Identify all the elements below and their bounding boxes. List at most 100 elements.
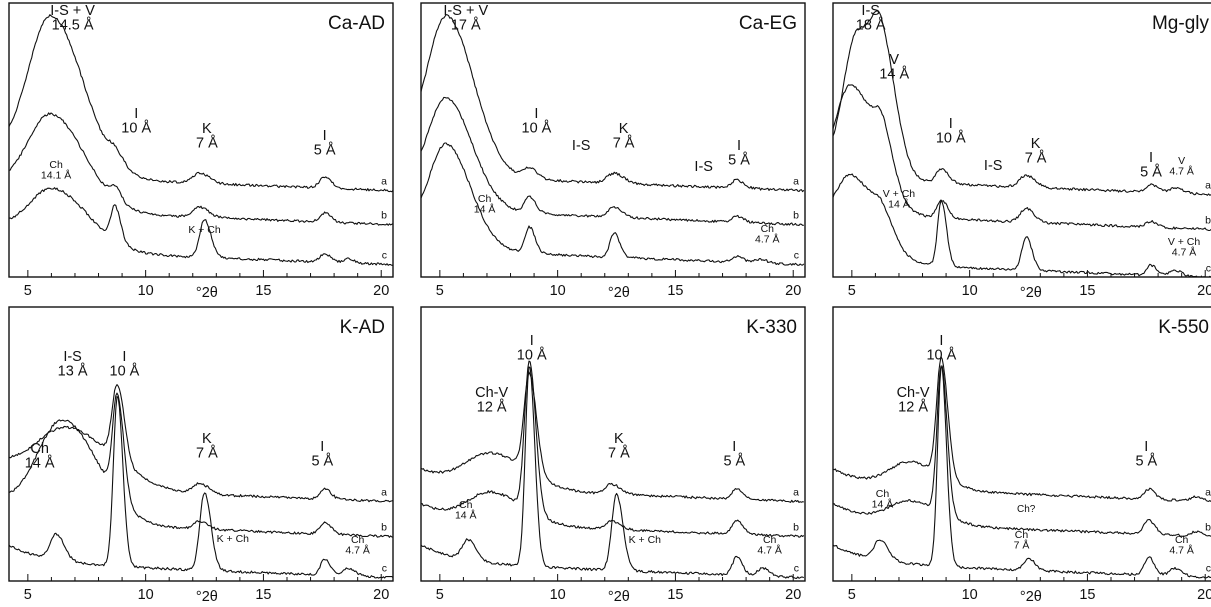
peak-annotation: Ch 4.7 Å	[755, 223, 780, 246]
panel-k-550: a b c 5 10 15 20 °2θ K-550 I 10 Å Ch-V 12 Å I 5 Å Ch 14 …	[832, 306, 1211, 605]
peak-annotation: Ch 14 Å	[872, 488, 894, 511]
series-label: c	[382, 250, 387, 262]
tick-label: 15	[255, 587, 271, 603]
panel-frame	[832, 2, 1211, 278]
panel-title: Ca-AD	[328, 13, 385, 34]
series-label: c	[382, 563, 387, 575]
peak-annotation: I 10 Å	[517, 333, 547, 364]
panel-frame	[8, 2, 394, 278]
peak-annotation: I-S 18 Å	[856, 3, 886, 34]
trace-b	[833, 84, 1211, 232]
x-axis-label: °2θ	[608, 285, 630, 301]
peak-annotation: K + Ch	[188, 224, 221, 236]
trace-a	[9, 14, 393, 193]
trace-a	[833, 356, 1211, 502]
trace-c	[421, 142, 805, 266]
tick-label: 5	[436, 283, 444, 299]
peak-annotation: Ch 14 Å	[455, 499, 477, 522]
peak-annotation: K + Ch	[217, 533, 250, 545]
tick-label: 10	[550, 587, 566, 603]
peak-annotation: I-S	[694, 159, 713, 175]
tick-label: 15	[255, 283, 271, 299]
tick-label: 15	[667, 587, 683, 603]
tick-label: 10	[962, 283, 978, 299]
x-axis-label: °2θ	[196, 285, 218, 301]
panel-frame	[420, 2, 806, 278]
tick-label: 10	[962, 587, 978, 603]
tick-label: 5	[24, 587, 32, 603]
trace-a	[9, 384, 393, 503]
series-label: a	[793, 487, 799, 499]
series-label: a	[793, 176, 799, 188]
peak-annotation: Ch 4.7 Å	[757, 534, 782, 557]
tick-label: 10	[550, 283, 566, 299]
tick-label: 10	[138, 283, 154, 299]
x-axis-label: °2θ	[196, 589, 218, 605]
panel-frame	[420, 306, 806, 582]
peak-annotation: Ch-V 12 Å	[897, 385, 930, 416]
peak-annotation: Ch 14 Å	[474, 193, 496, 216]
tick-label: 15	[1079, 587, 1095, 603]
peak-annotation: I-S	[984, 158, 1003, 174]
series-label: c	[1206, 263, 1211, 275]
tick-label: 20	[785, 283, 801, 299]
series-label: c	[1206, 563, 1211, 575]
series-label: b	[793, 210, 799, 222]
panel-title: K-550	[1158, 317, 1209, 338]
series-label: b	[1205, 522, 1211, 534]
series-label: b	[1205, 215, 1211, 227]
tick-label: 20	[1197, 587, 1211, 603]
trace-c	[833, 366, 1211, 579]
trace-c	[833, 173, 1211, 277]
peak-annotation: Ch-V 12 Å	[475, 385, 508, 416]
trace-a	[421, 371, 804, 503]
peak-annotation: Ch 4.7 Å	[1169, 534, 1194, 557]
tick-label: 10	[138, 587, 154, 603]
peak-annotation: Ch 14 Å	[25, 441, 55, 472]
trace-c	[9, 187, 393, 266]
series-label: c	[794, 563, 799, 575]
trace-b	[9, 392, 393, 538]
series-label: a	[381, 176, 387, 188]
peak-annotation: I-S + V 14.5 Å	[50, 3, 95, 34]
series-label: a	[1205, 487, 1211, 499]
peak-annotation: I 10 Å	[926, 333, 956, 364]
peak-annotation: Ch 14.1 Å	[41, 159, 71, 182]
trace-a	[833, 10, 1211, 196]
tick-label: 5	[848, 587, 856, 603]
peak-annotation: Ch 7 Å	[1014, 529, 1030, 552]
trace-b	[833, 365, 1211, 538]
tick-label: 15	[667, 283, 683, 299]
panel-mg-gly: a b c 5 10 15 20 °2θ Mg-gly I-S 18 Å V 14 Å I 10 Å I-S K…	[832, 2, 1211, 301]
series-label: b	[381, 522, 387, 534]
panel-title: Ca-EG	[739, 13, 797, 34]
peak-annotation: K + Ch	[629, 534, 662, 546]
tick-label: 20	[373, 283, 389, 299]
x-axis-label: °2θ	[608, 589, 630, 605]
peak-annotation: I 10 Å	[522, 106, 552, 137]
peak-annotation: Ch 4.7 Å	[345, 534, 370, 557]
tick-label: 5	[436, 587, 444, 603]
trace-b	[421, 96, 804, 226]
peak-annotation: I-S	[572, 138, 591, 154]
panel-ca-eg: a b c 5 10 15 20 °2θ Ca-EG I-S + V 17 Å I 10 Å I-S K 7 …	[420, 2, 806, 301]
peak-annotation: I 10 Å	[936, 116, 966, 147]
tick-label: 5	[848, 283, 856, 299]
panel-k-ad: a b c 5 10 15 20 °2θ K-AD I-S 13 Å I 10 Å Ch 14 Å K 7 Å I…	[8, 306, 394, 605]
panel-frame	[832, 306, 1211, 582]
peak-annotation: Ch?	[1017, 504, 1036, 515]
x-axis-label: °2θ	[1020, 589, 1042, 605]
peak-annotation: V + Ch 14 Å	[883, 188, 916, 211]
peak-annotation: V 14 Å	[879, 52, 909, 83]
panel-title: Mg-gly	[1152, 13, 1210, 34]
panel-title: K-AD	[340, 317, 385, 338]
